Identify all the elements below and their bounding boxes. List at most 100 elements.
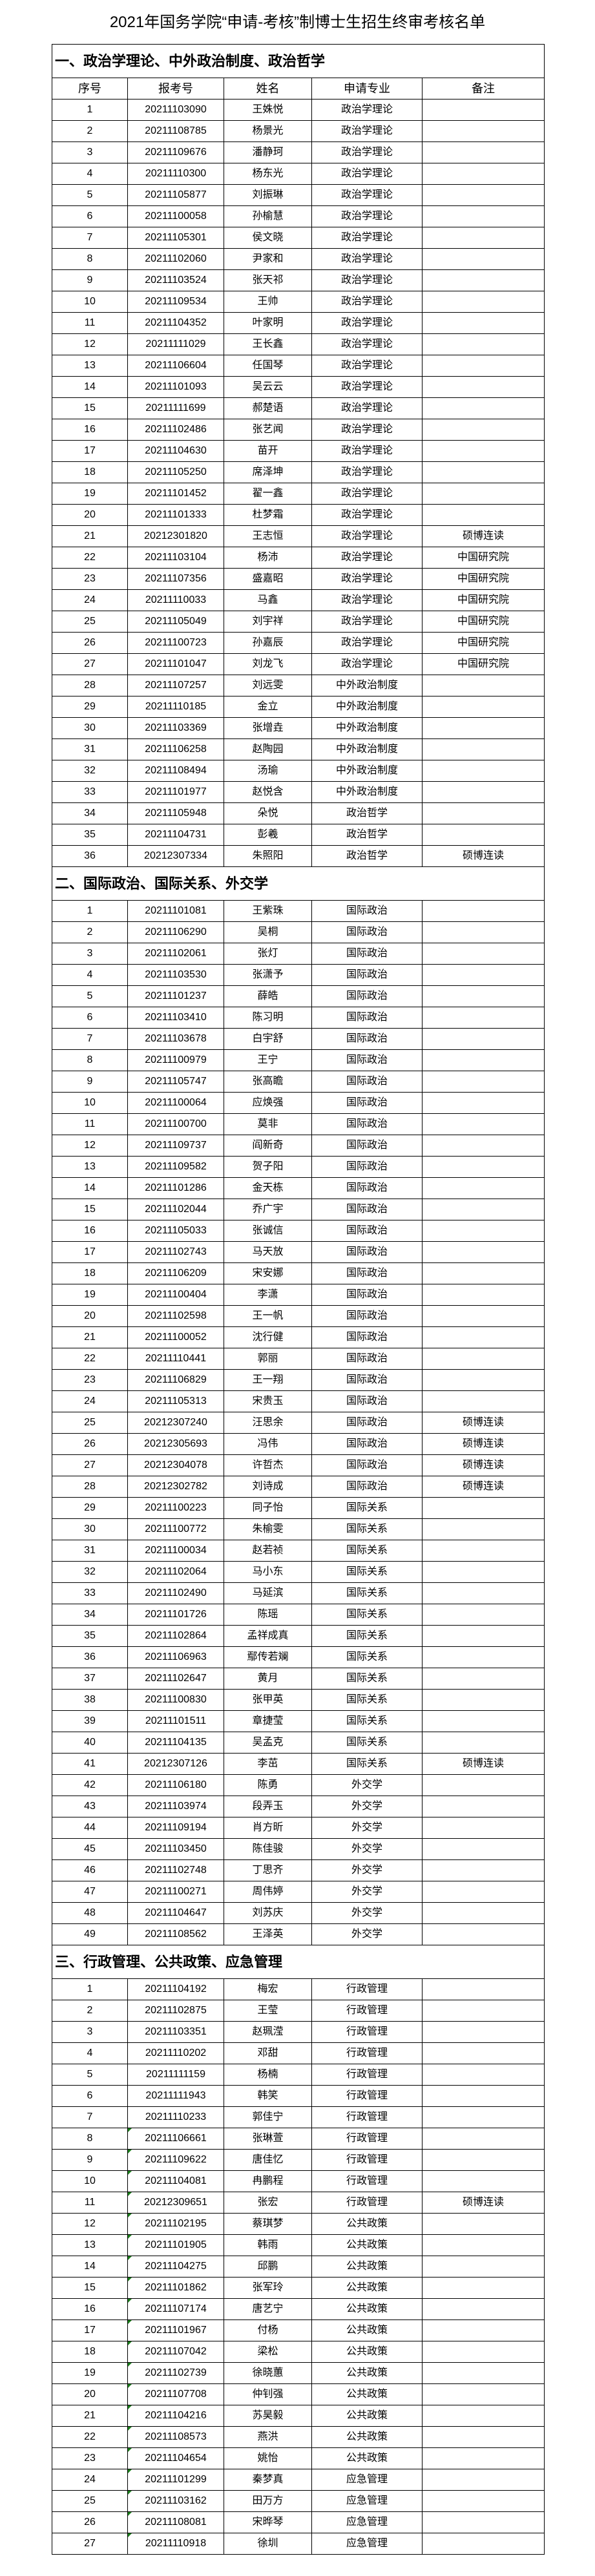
major-cell: 公共政策 [311,2213,423,2235]
table-row: 2 20211108785 杨景光 政治学理论 [52,120,545,142]
seq-cell: 25 [52,611,128,633]
seq-cell: 47 [52,1881,128,1903]
table-row: 37 20211102647 黄月 国际关系 [52,1668,545,1690]
note-cell [421,461,545,483]
table-row: 8 20211106661 张琳萱 行政管理 [52,2128,545,2150]
seq-cell: 14 [52,1177,128,1199]
note-cell [421,184,545,206]
major-cell: 国际关系 [311,1497,423,1519]
note-cell [421,1028,545,1050]
note-cell [421,141,545,163]
note-cell [421,1902,545,1924]
note-cell [421,921,545,943]
name-cell: 刘诗成 [224,1476,312,1498]
note-cell [421,2426,545,2448]
note-cell [421,1049,545,1071]
major-cell: 公共政策 [311,2234,423,2256]
seq-cell: 37 [52,1668,128,1690]
table-row: 25 20211103162 田万方 应急管理 [52,2490,545,2512]
note-cell [421,2256,545,2278]
note-cell [421,1177,545,1199]
major-cell: 政治学理论 [311,632,423,654]
note-cell [421,291,545,313]
table-row: 30 20211103369 张增垚 中外政治制度 [52,717,545,739]
table-row: 12 20211111029 王长鑫 政治学理论 [52,333,545,355]
major-cell: 国际关系 [311,1625,423,1647]
table-row: 33 20211101977 赵悦含 中外政治制度 [52,781,545,803]
major-cell: 行政管理 [311,2170,423,2192]
exam-id-cell: 20211106290 [127,921,224,943]
section-heading: 二、国际政治、国际关系、外交学 [51,866,545,901]
table-row: 45 20211103450 陈佳骏 外交学 [52,1838,545,1860]
note-cell [421,1625,545,1647]
seq-cell: 18 [52,461,128,483]
seq-cell: 26 [52,2511,128,2533]
major-cell: 国际政治 [311,1177,423,1199]
table-row: 18 20211106209 宋安娜 国际政治 [52,1262,545,1284]
table-row: 17 20211101967 付杨 公共政策 [52,2319,545,2341]
major-cell: 政治学理论 [311,440,423,462]
table-row: 23 20211104654 姚怡 公共政策 [52,2447,545,2469]
table-row: 26 20211100723 孙嘉辰 政治学理论 中国研究院 [52,632,545,654]
seq-cell: 33 [52,781,128,803]
table-row: 14 20211101286 金天栋 国际政治 [52,1177,545,1199]
exam-id-cell: 20211101452 [127,483,224,505]
table-row: 25 20212307240 汪思余 国际政治 硕博连读 [52,1412,545,1434]
seq-cell: 28 [52,675,128,696]
major-cell: 行政管理 [311,2085,423,2107]
major-cell: 中外政治制度 [311,781,423,803]
major-cell: 中外政治制度 [311,738,423,760]
exam-id-cell: 20211100052 [127,1326,224,1348]
seq-cell: 26 [52,1433,128,1455]
note-cell [421,333,545,355]
name-cell: 金立 [224,696,312,718]
major-cell: 公共政策 [311,2426,423,2448]
note-cell [421,802,545,824]
name-cell: 冯伟 [224,1433,312,1455]
major-cell: 国际政治 [311,1454,423,1476]
table-row: 24 20211101299 秦梦真 应急管理 [52,2469,545,2491]
table-row: 10 20211100064 应焕强 国际政治 [52,1092,545,1114]
exam-id-cell: 20211102743 [127,1241,224,1263]
name-cell: 燕洪 [224,2426,312,2448]
note-cell [421,2319,545,2341]
exam-id-cell: 20211110233 [127,2106,224,2128]
exam-id-cell: 20211102490 [127,1582,224,1604]
major-cell: 政治学理论 [311,355,423,377]
note-cell [421,1369,545,1391]
major-cell: 外交学 [311,1859,423,1881]
major-cell: 中外政治制度 [311,760,423,782]
note-cell [421,2383,545,2405]
exam-id-cell: 20212302782 [127,1476,224,1498]
table-row: 17 20211104630 苗开 政治学理论 [52,440,545,462]
table-row: 24 20211105313 宋贵玉 国际政治 [52,1390,545,1412]
seq-cell: 12 [52,333,128,355]
seq-cell: 14 [52,2256,128,2278]
seq-cell: 32 [52,1561,128,1583]
major-cell: 政治学理论 [311,525,423,547]
seq-cell: 23 [52,568,128,590]
seq-cell: 24 [52,589,128,611]
note-cell [421,696,545,718]
note-cell [421,1262,545,1284]
major-cell: 行政管理 [311,1978,423,2000]
table-row: 22 20211108573 燕洪 公共政策 [52,2426,545,2448]
section-heading-row: 一、政治学理论、中外政治制度、政治哲学 [51,44,545,78]
major-cell: 应急管理 [311,2533,423,2555]
name-cell: 宋安娜 [224,1262,312,1284]
table-row: 29 20211110185 金立 中外政治制度 [52,696,545,718]
major-cell: 行政管理 [311,2042,423,2064]
seq-cell: 20 [52,2383,128,2405]
column-header: 申请专业 [311,78,423,99]
exam-id-cell: 20211109534 [127,291,224,313]
name-cell: 潘静珂 [224,141,312,163]
seq-cell: 30 [52,1518,128,1540]
name-cell: 侯文晓 [224,227,312,249]
table-row: 15 20211101862 张军玲 公共政策 [52,2277,545,2299]
note-cell [421,312,545,334]
note-cell [421,2213,545,2235]
seq-cell: 3 [52,2021,128,2043]
name-cell: 刘苏庆 [224,1902,312,1924]
exam-id-cell: 20211111943 [127,2085,224,2107]
name-cell: 徐圳 [224,2533,312,2555]
